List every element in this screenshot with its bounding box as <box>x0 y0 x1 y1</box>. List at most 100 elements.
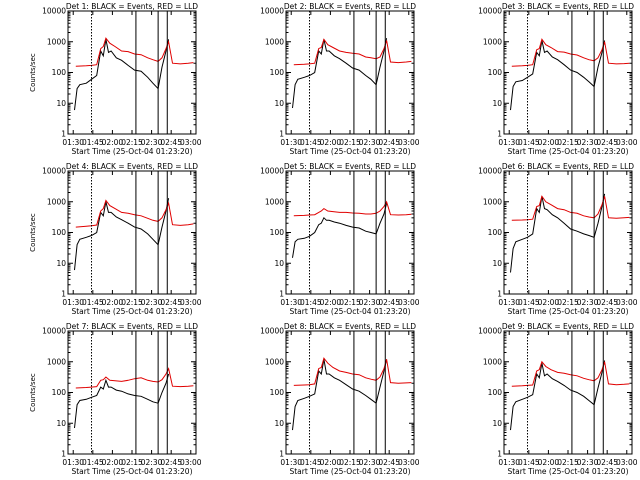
y-tick-label: 1 <box>497 290 502 299</box>
lld-line <box>75 199 194 228</box>
y-tick-label: 100 <box>270 228 285 237</box>
panel-title: Det 3: BLACK = Events, RED = LLD <box>502 2 634 11</box>
detector-panel-4: Det 4: BLACK = Events, RED = LLD 01:3001:… <box>29 162 202 316</box>
events-line <box>292 38 388 109</box>
y-tick-label: 100 <box>270 68 285 77</box>
lld-line <box>511 195 630 221</box>
x-axis-label: Start Time (25-Oct-04 01:23:20) <box>289 467 410 476</box>
y-tick-label: 10 <box>274 259 284 268</box>
y-tick-label: 10 <box>492 419 502 428</box>
y-axis-label: Counts/sec <box>29 213 37 252</box>
x-tick-label: 02:45 <box>378 298 400 307</box>
detector-panel-6: Det 6: BLACK = Events, RED = LLD 01:3001:… <box>478 162 638 316</box>
events-line <box>510 193 606 273</box>
x-tick-label: 02:00 <box>102 298 124 307</box>
panel-title: Det 6: BLACK = Events, RED = LLD <box>502 162 634 171</box>
lld-line <box>293 357 412 386</box>
x-tick-label: 01:45 <box>82 138 104 147</box>
x-tick-label: 02:15 <box>339 298 361 307</box>
x-tick-label: 01:30 <box>498 298 520 307</box>
x-tick-label: 02:30 <box>141 138 163 147</box>
y-tick-label: 1000 <box>265 357 284 366</box>
plot-frame <box>285 10 415 135</box>
x-tick-label: 01:45 <box>518 298 540 307</box>
detector-panel-3: Det 3: BLACK = Events, RED = LLD 01:3001:… <box>478 2 638 156</box>
x-tick-label: 02:15 <box>339 138 361 147</box>
y-tick-label: 10000 <box>42 327 66 336</box>
x-axis-label: Start Time (25-Oct-04 01:23:20) <box>507 467 628 476</box>
detector-panel-8: Det 8: BLACK = Events, RED = LLD 01:3001:… <box>260 322 420 476</box>
plot-frame <box>503 170 633 295</box>
x-tick-label: 02:30 <box>577 298 599 307</box>
events-line <box>292 203 388 258</box>
x-tick-label: 02:00 <box>320 298 342 307</box>
y-tick-label: 1000 <box>265 197 284 206</box>
x-axis-label: Start Time (25-Oct-04 01:23:20) <box>71 147 192 156</box>
y-tick-label: 100 <box>52 228 67 237</box>
y-tick-label: 10000 <box>260 327 284 336</box>
x-tick-label: 01:45 <box>518 458 540 467</box>
x-tick-label: 02:45 <box>378 458 400 467</box>
y-tick-label: 10 <box>56 419 66 428</box>
x-tick-label: 01:30 <box>498 138 520 147</box>
y-tick-label: 10 <box>274 99 284 108</box>
x-tick-label: 02:30 <box>141 458 163 467</box>
x-tick-label: 02:45 <box>160 458 182 467</box>
lld-line <box>511 38 630 67</box>
x-tick-label: 03:00 <box>180 138 202 147</box>
detector-panel-5: Det 5: BLACK = Events, RED = LLD 01:3001:… <box>260 162 420 316</box>
panel-title: Det 8: BLACK = Events, RED = LLD <box>284 322 416 331</box>
y-tick-label: 1 <box>279 130 284 139</box>
x-tick-label: 01:30 <box>280 138 302 147</box>
x-tick-label: 02:30 <box>141 298 163 307</box>
plot-frame <box>503 10 633 135</box>
x-tick-label: 02:45 <box>160 298 182 307</box>
x-tick-label: 03:00 <box>398 138 420 147</box>
x-tick-label: 02:00 <box>102 458 124 467</box>
y-tick-label: 100 <box>488 388 503 397</box>
x-tick-label: 01:30 <box>62 138 84 147</box>
y-tick-label: 1000 <box>483 357 502 366</box>
y-tick-label: 10000 <box>260 7 284 16</box>
x-tick-label: 03:00 <box>180 298 202 307</box>
events-line <box>74 373 170 429</box>
x-tick-label: 01:30 <box>280 458 302 467</box>
y-tick-label: 1 <box>61 130 66 139</box>
x-axis-label: Start Time (25-Oct-04 01:23:20) <box>71 307 192 316</box>
y-axis-label: Counts/sec <box>29 373 37 412</box>
y-tick-label: 10 <box>56 99 66 108</box>
x-tick-label: 03:00 <box>616 298 638 307</box>
y-tick-label: 10 <box>274 419 284 428</box>
plot-frame <box>67 10 197 135</box>
events-line <box>74 39 170 111</box>
y-tick-label: 10000 <box>42 167 66 176</box>
y-tick-label: 100 <box>270 388 285 397</box>
x-axis-label: Start Time (25-Oct-04 01:23:20) <box>289 307 410 316</box>
plot-frame <box>503 330 633 455</box>
x-tick-label: 02:00 <box>102 138 124 147</box>
panel-title: Det 9: BLACK = Events, RED = LLD <box>502 322 634 331</box>
y-tick-label: 10 <box>492 259 502 268</box>
x-tick-label: 01:30 <box>498 458 520 467</box>
x-tick-label: 01:30 <box>62 298 84 307</box>
x-tick-label: 01:45 <box>82 458 104 467</box>
plot-frame <box>67 330 197 455</box>
x-tick-label: 02:30 <box>577 138 599 147</box>
x-tick-label: 01:45 <box>82 298 104 307</box>
x-tick-label: 02:30 <box>359 458 381 467</box>
detector-panel-2: Det 2: BLACK = Events, RED = LLD 01:3001:… <box>260 2 420 156</box>
x-tick-label: 01:30 <box>280 298 302 307</box>
x-tick-label: 01:30 <box>62 458 84 467</box>
x-tick-label: 01:45 <box>300 458 322 467</box>
y-tick-label: 1000 <box>47 37 66 46</box>
panel-title: Det 5: BLACK = Events, RED = LLD <box>284 162 416 171</box>
x-tick-label: 02:45 <box>596 138 618 147</box>
lld-line <box>293 200 412 217</box>
y-tick-label: 1000 <box>47 357 66 366</box>
x-axis-label: Start Time (25-Oct-04 01:23:20) <box>507 147 628 156</box>
y-tick-label: 1000 <box>265 37 284 46</box>
y-tick-label: 100 <box>52 68 67 77</box>
x-tick-label: 02:15 <box>121 458 143 467</box>
y-tick-label: 10000 <box>260 167 284 176</box>
x-tick-label: 02:15 <box>557 138 579 147</box>
